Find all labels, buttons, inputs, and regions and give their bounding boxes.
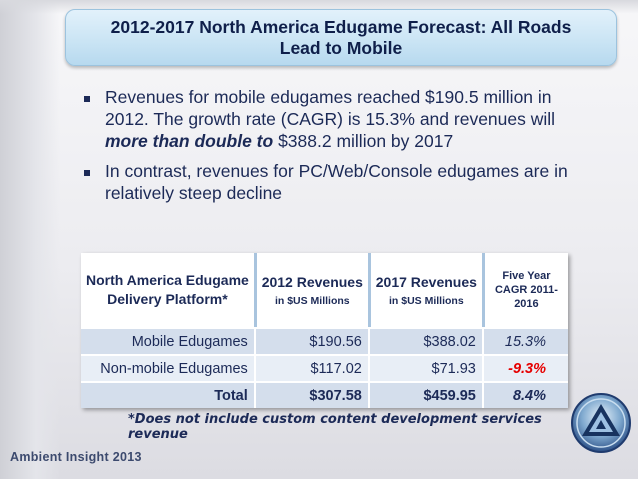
- cell-2012: $117.02: [253, 354, 368, 381]
- title-banner: 2012-2017 North America Edugame Forecast…: [65, 9, 617, 66]
- header-cagr: Five Year CAGR 2011-2016: [481, 253, 568, 327]
- cell-platform: Non-mobile Edugames: [81, 354, 254, 381]
- square-bullet-icon: [84, 170, 90, 176]
- cell-2017: $388.02: [367, 327, 482, 354]
- bullet-emphasis: more than double to: [105, 131, 274, 151]
- cell-2012: $307.58: [253, 381, 368, 408]
- revenue-table: North America Edugame Delivery Platform*…: [81, 253, 568, 408]
- header-2012: 2012 Revenues in $US Millions: [253, 253, 368, 327]
- cell-cagr: 15.3%: [481, 327, 568, 354]
- table-row: Mobile Edugames $190.56 $388.02 15.3%: [81, 327, 568, 354]
- brand-label: Ambient Insight 2013: [10, 450, 142, 464]
- bullet-list: Revenues for mobile edugames reached $19…: [84, 86, 604, 212]
- slide-title: 2012-2017 North America Edugame Forecast…: [110, 16, 572, 58]
- triangle-logo-icon: [571, 393, 631, 453]
- bullet-text: In contrast, revenues for PC/Web/Console…: [105, 161, 568, 203]
- table-row-total: Total $307.58 $459.95 8.4%: [81, 381, 568, 408]
- cell-cagr: 8.4%: [481, 381, 568, 408]
- cell-platform: Mobile Edugames: [81, 327, 254, 354]
- table-header-row: North America Edugame Delivery Platform*…: [81, 253, 568, 327]
- bullet-text: Revenues for mobile edugames reached $19…: [105, 87, 556, 151]
- cell-2017: $71.93: [367, 354, 482, 381]
- footnote: *Does not include custom content develop…: [128, 412, 542, 442]
- bullet-item-mobile: Revenues for mobile edugames reached $19…: [84, 86, 604, 152]
- cell-cagr-negative: -9.3%: [481, 354, 568, 381]
- cell-2017: $459.95: [367, 381, 482, 408]
- cell-platform: Total: [81, 381, 254, 408]
- header-platform: North America Edugame Delivery Platform*: [81, 253, 254, 327]
- table-row: Non-mobile Edugames $117.02 $71.93 -9.3%: [81, 354, 568, 381]
- bullet-item-pc: In contrast, revenues for PC/Web/Console…: [84, 160, 604, 204]
- left-decor-band: [0, 0, 60, 479]
- header-2017: 2017 Revenues in $US Millions: [367, 253, 482, 327]
- square-bullet-icon: [84, 96, 90, 102]
- cell-2012: $190.56: [253, 327, 368, 354]
